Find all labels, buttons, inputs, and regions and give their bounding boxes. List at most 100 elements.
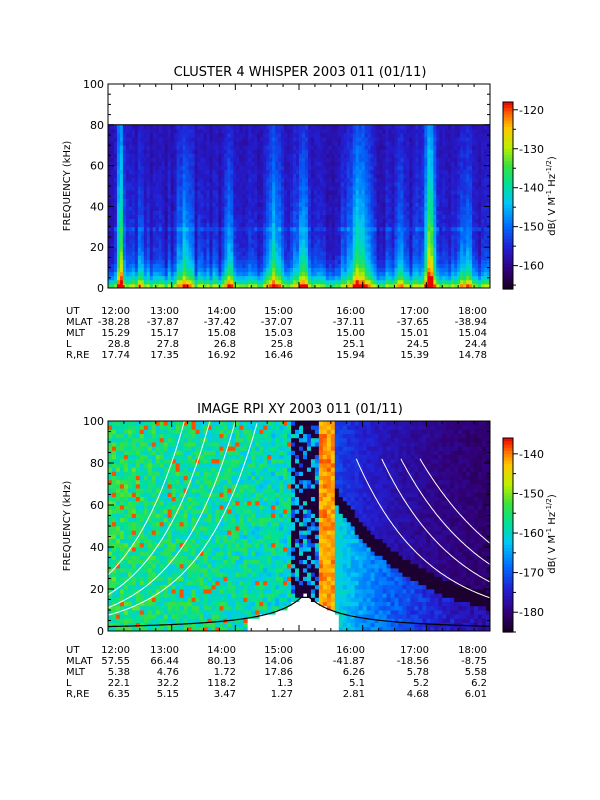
ephemeris-value: 17:00: [400, 306, 429, 317]
ephemeris-value: 6.01: [465, 689, 487, 700]
ephemeris-value: 1.72: [214, 667, 236, 678]
ephemeris-value: 15:00: [264, 306, 293, 317]
ephemeris-row-label: MLAT: [66, 317, 93, 328]
ephemeris-value: 16:00: [336, 306, 365, 317]
ephemeris-value: 22.1: [108, 678, 130, 689]
ephemeris-value: 15.17: [150, 328, 179, 339]
y-tick-label: 100: [83, 78, 104, 91]
colorbar-tick-label: -140: [519, 182, 544, 195]
colorbar-tick-label: -120: [519, 104, 544, 117]
ephemeris-value: 1.3: [277, 678, 293, 689]
ephemeris-value: -18.56: [397, 656, 429, 667]
y-tick-label: 100: [83, 415, 104, 428]
cluster-title: CLUSTER 4 WHISPER 2003 011 (01/11): [174, 65, 427, 80]
image-rpi-spectrogram: [108, 421, 491, 632]
ephemeris-value: 5.38: [108, 667, 130, 678]
ephemeris-value: 6.26: [343, 667, 365, 678]
ephemeris-value: 15.03: [264, 328, 293, 339]
ephemeris-value: 14.78: [458, 350, 487, 361]
ephemeris-value: 4.76: [157, 667, 179, 678]
cluster-colorbar: -120 -130 -140 -150 -160: [502, 101, 544, 290]
colorbar-tick-label: -160: [519, 260, 544, 273]
ephemeris-value: 17.35: [150, 350, 179, 361]
ephemeris-row-label: MLT: [66, 328, 86, 339]
ephemeris-row-label: R,RE: [66, 350, 89, 361]
ephemeris-value: 6.35: [108, 689, 130, 700]
image-rpi-ephemeris-table: UT 12:00 13:00 14:00 15:00 16:00 17:00 18:00 MLA…: [66, 645, 487, 700]
y-tick-label: 80: [90, 119, 104, 132]
ephemeris-value: 24.4: [465, 339, 487, 350]
ephemeris-value: 27.8: [157, 339, 179, 350]
y-tick-label: 40: [90, 200, 104, 213]
ephemeris-value: -37.11: [333, 317, 365, 328]
y-tick-label: 20: [90, 583, 104, 596]
ephemeris-value: 13:00: [150, 306, 179, 317]
ephemeris-value: -37.07: [261, 317, 293, 328]
ephemeris-value: 15.00: [336, 328, 365, 339]
colorbar-tick-label: -140: [519, 448, 544, 461]
colorbar-tick-label: -180: [519, 606, 544, 619]
ephemeris-value: 25.8: [271, 339, 293, 350]
y-tick-label: 60: [90, 499, 104, 512]
ephemeris-row-label: R,RE: [66, 689, 89, 700]
ephemeris-value: 17.74: [101, 350, 130, 361]
ephemeris-value: 15.08: [207, 328, 236, 339]
image-rpi-model-curves: [107, 420, 491, 628]
image-rpi-y-ticks: 0 20 40 60 80 100: [83, 415, 490, 638]
ephemeris-value: 13:00: [150, 645, 179, 656]
ephemeris-value: 15.29: [101, 328, 130, 339]
ephemeris-value: -37.42: [204, 317, 236, 328]
ephemeris-value: 25.1: [343, 339, 365, 350]
ephemeris-value: 12:00: [101, 306, 130, 317]
image-rpi-colorbar: -140 -150 -160 -170 -180: [502, 437, 544, 633]
ephemeris-row-label: L: [66, 678, 72, 689]
ephemeris-value: 6.2: [471, 678, 487, 689]
ephemeris-value: 12:00: [101, 645, 130, 656]
ephemeris-value: 15.01: [400, 328, 429, 339]
cluster-colorbar-label: dB( V M-1 Hz-1/2): [545, 156, 558, 236]
cluster-panel: CLUSTER 4 WHISPER 2003 011 (01/11) 0 20 40…: [62, 65, 558, 361]
ephemeris-value: 5.1: [349, 678, 365, 689]
y-tick-label: 40: [90, 541, 104, 554]
ephemeris-value: 5.78: [407, 667, 429, 678]
cluster-y-ticks: 0 20 40 60 80 100: [83, 78, 490, 295]
ephemeris-value: 17.86: [264, 667, 293, 678]
ephemeris-value: -38.28: [98, 317, 130, 328]
image-rpi-title: IMAGE RPI XY 2003 011 (01/11): [197, 402, 403, 417]
ephemeris-row-label: UT: [66, 645, 80, 656]
colorbar-tick-label: -150: [519, 221, 544, 234]
ephemeris-value: 14.06: [264, 656, 293, 667]
ephemeris-value: 14:00: [207, 306, 236, 317]
ephemeris-value: 16.46: [264, 350, 293, 361]
ephemeris-value: -41.87: [333, 656, 365, 667]
ephemeris-value: 1.27: [271, 689, 293, 700]
cluster-y-axis-label: FREQUENCY (kHz): [62, 141, 73, 232]
y-tick-label: 0: [97, 625, 104, 638]
ephemeris-value: 2.81: [343, 689, 365, 700]
image-rpi-colorbar-label: dB( V M-1 Hz-1/2): [545, 494, 558, 574]
ephemeris-value: -37.87: [147, 317, 179, 328]
ephemeris-value: 28.8: [108, 339, 130, 350]
ephemeris-value: 5.2: [413, 678, 429, 689]
y-tick-label: 20: [90, 241, 104, 254]
ephemeris-value: 26.8: [214, 339, 236, 350]
ephemeris-value: 15.94: [336, 350, 365, 361]
colorbar-tick-label: -160: [519, 527, 544, 540]
colorbar-tick-label: -170: [519, 567, 544, 580]
image-rpi-panel: IMAGE RPI XY 2003 011 (01/11) 0 20 40 60 80 1…: [62, 402, 558, 700]
image-rpi-x-ticks: [107, 421, 491, 631]
ephemeris-value: 17:00: [400, 645, 429, 656]
ephemeris-value: -37.65: [397, 317, 429, 328]
ephemeris-value: 4.68: [407, 689, 429, 700]
ephemeris-value: 5.58: [465, 667, 487, 678]
ephemeris-value: 15:00: [264, 645, 293, 656]
ephemeris-value: 18:00: [458, 645, 487, 656]
ephemeris-value: 3.47: [214, 689, 236, 700]
ephemeris-value: 15.04: [458, 328, 487, 339]
ephemeris-value: 15.39: [400, 350, 429, 361]
cluster-ephemeris-table: UT 12:00 13:00 14:00 15:00 16:00 17:00 18:00 MLA…: [66, 306, 487, 361]
ephemeris-value: 24.5: [407, 339, 429, 350]
ephemeris-row-label: MLT: [66, 667, 86, 678]
ephemeris-value: 32.2: [157, 678, 179, 689]
